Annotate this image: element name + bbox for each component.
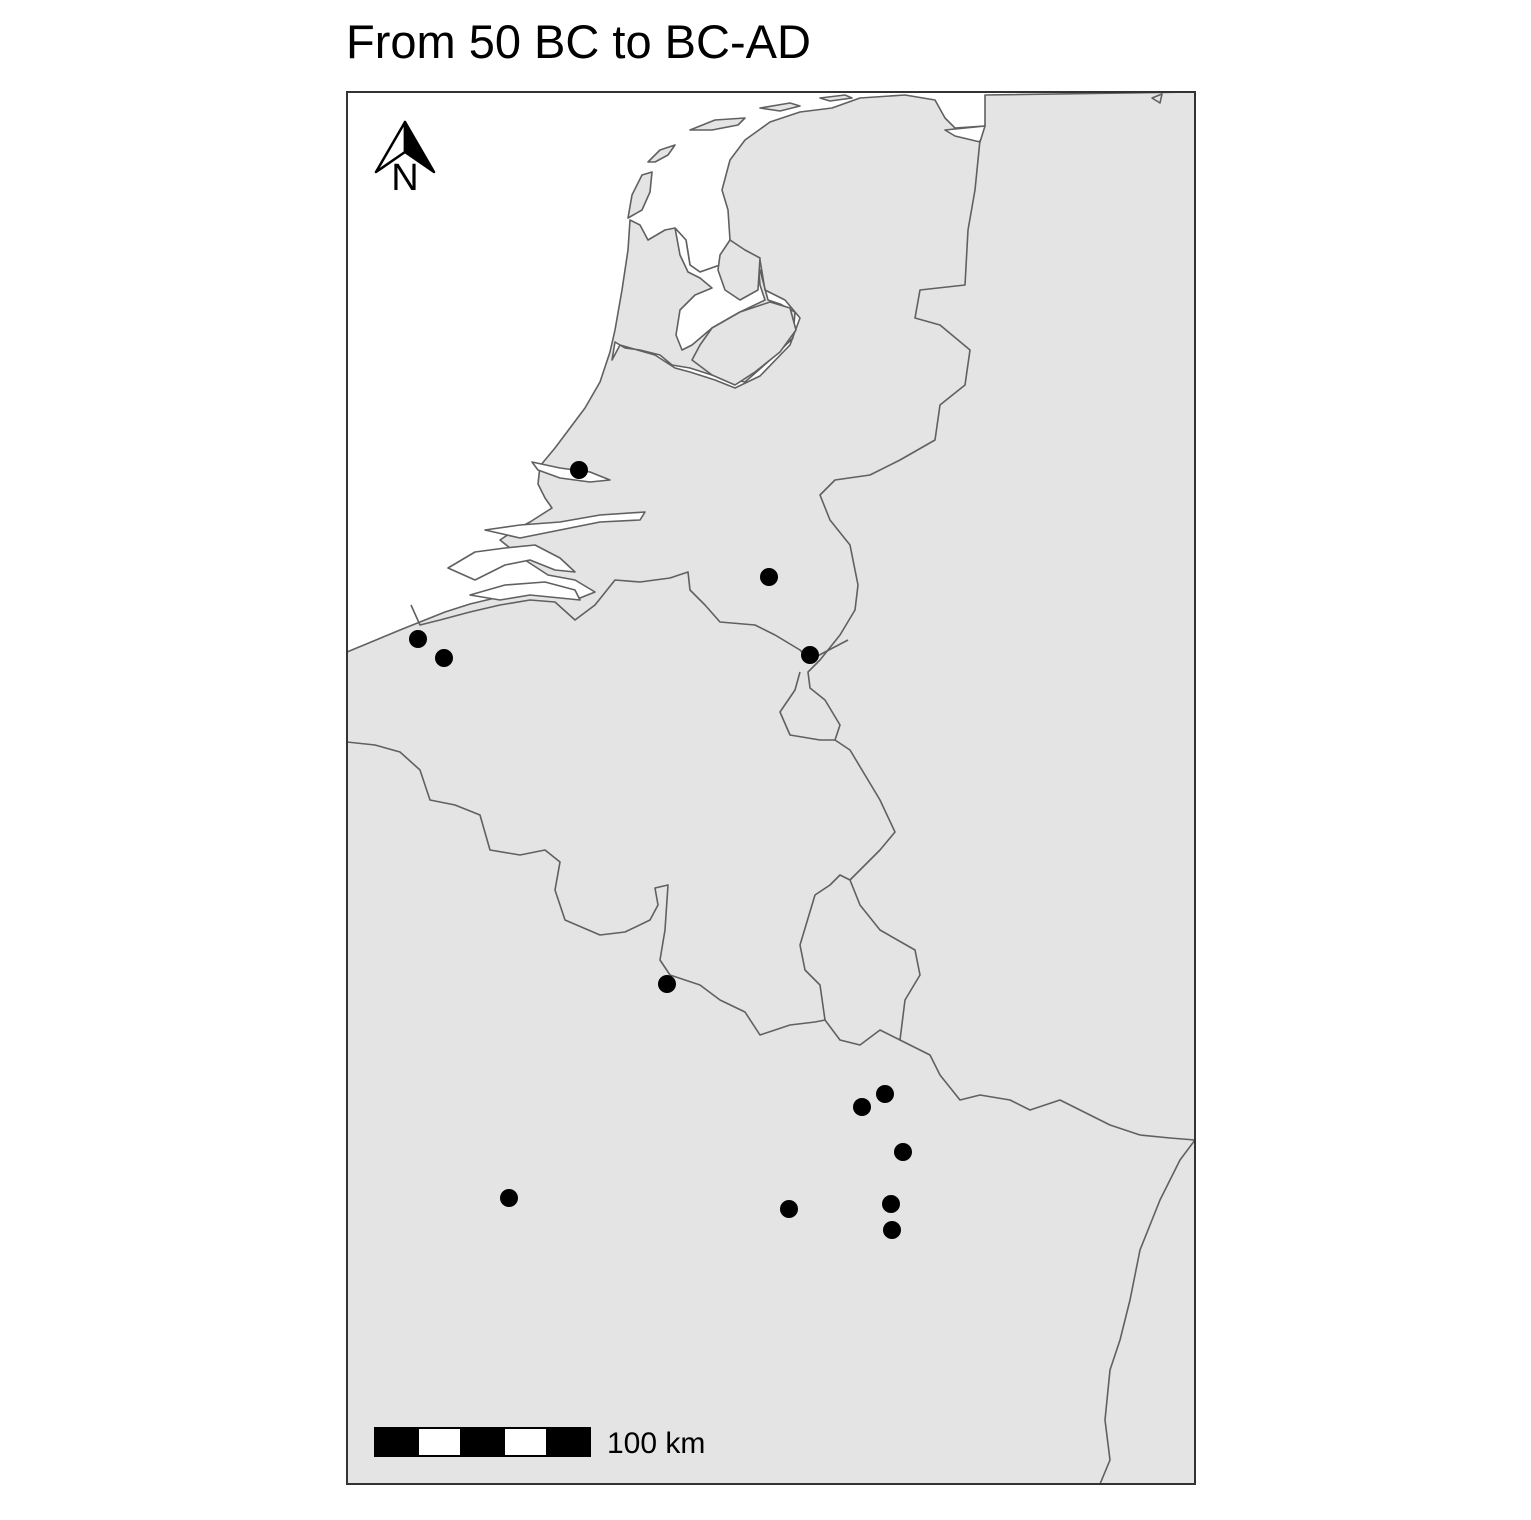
border-netherlands-belgium bbox=[410, 571, 849, 661]
site-point bbox=[760, 568, 778, 586]
site-point bbox=[658, 975, 676, 993]
wadden-island-texel bbox=[627, 171, 653, 219]
site-point bbox=[780, 1200, 798, 1218]
site-points bbox=[409, 461, 912, 1239]
site-point bbox=[801, 646, 819, 664]
flevoland-polder bbox=[691, 301, 797, 386]
wadden-island-terschelling bbox=[689, 117, 746, 131]
wadden-island-schiermonnikoog bbox=[819, 94, 853, 102]
site-point bbox=[882, 1195, 900, 1213]
border-france-germany bbox=[899, 1039, 1195, 1141]
noordoostpolder bbox=[717, 239, 761, 301]
scale-bar: 100 km bbox=[374, 1427, 705, 1460]
wadden-island-rottumeroog bbox=[1151, 93, 1163, 104]
wadden-island-vlieland bbox=[647, 144, 676, 163]
north-arrow-letter: N bbox=[391, 157, 418, 199]
site-point bbox=[894, 1143, 912, 1161]
site-point bbox=[409, 630, 427, 648]
north-arrow-icon: N bbox=[374, 120, 436, 199]
site-point bbox=[435, 649, 453, 667]
border-luxembourg bbox=[824, 879, 921, 1046]
site-point bbox=[570, 461, 588, 479]
estuary-oosterschelde bbox=[447, 544, 576, 581]
site-point bbox=[876, 1085, 894, 1103]
scale-bar-segment bbox=[417, 1427, 462, 1457]
scale-bar-segment bbox=[460, 1427, 505, 1457]
site-point bbox=[883, 1221, 901, 1239]
estuary-haringvliet bbox=[484, 511, 646, 539]
wadden-island-ameland bbox=[759, 102, 801, 112]
map-title: From 50 BC to BC-AD bbox=[346, 15, 811, 68]
scale-bar-segment bbox=[546, 1427, 591, 1457]
scale-bar-segment bbox=[503, 1427, 548, 1457]
map-panel-frame bbox=[346, 91, 1196, 1485]
site-point bbox=[853, 1098, 871, 1116]
border-belgium-france bbox=[347, 741, 826, 1036]
site-point bbox=[500, 1189, 518, 1207]
border-rhine-france-germany bbox=[1099, 1139, 1195, 1484]
scale-bar-segment bbox=[374, 1427, 419, 1457]
scale-bar-label: 100 km bbox=[607, 1427, 705, 1460]
estuary-westerschelde bbox=[469, 581, 581, 601]
